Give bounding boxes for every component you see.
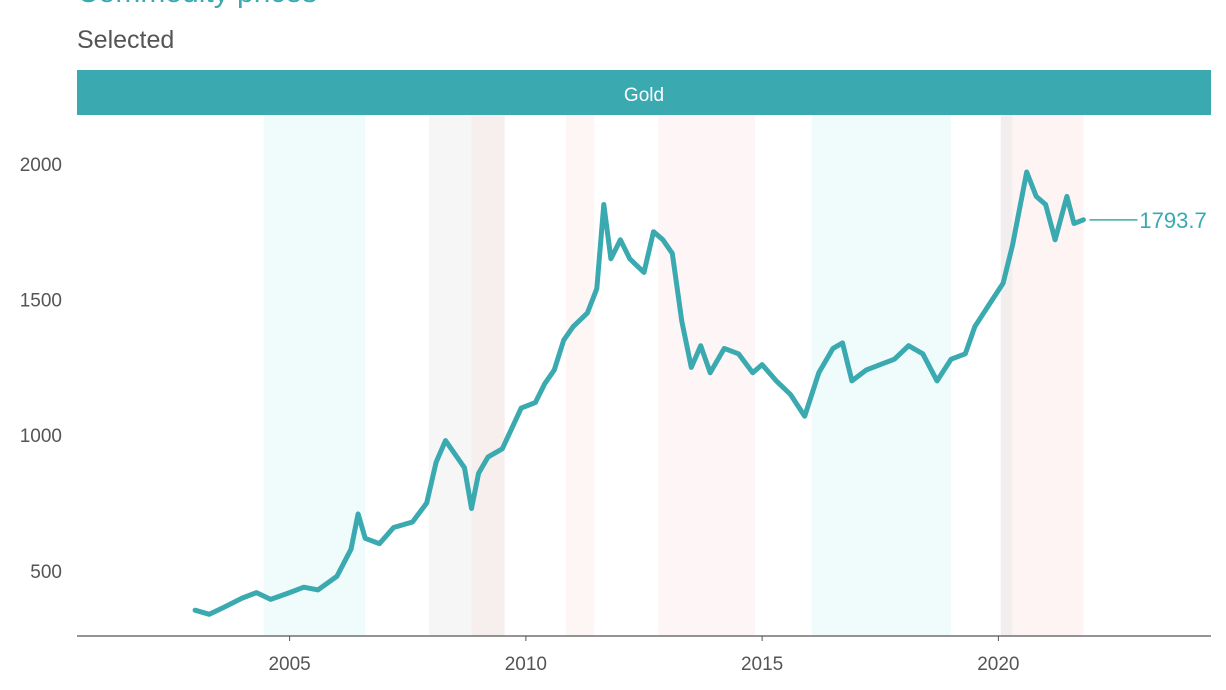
y-axis-ticks: 500 1000 1500 2000 [20, 155, 62, 583]
shaded-period-6 [1000, 115, 1013, 636]
panel-strip-label: Gold [624, 85, 664, 106]
shaded-period-7 [1012, 115, 1084, 636]
y-tick-label: 2000 [20, 155, 62, 176]
x-tick-label: 2010 [505, 654, 547, 675]
y-tick-label: 1000 [20, 426, 62, 447]
shaded-period-0 [263, 115, 366, 636]
x-tick-label: 2005 [268, 654, 310, 675]
shaded-period-2 [471, 115, 505, 636]
shaded-period-1 [429, 115, 472, 636]
shaded-periods [263, 115, 1084, 636]
x-tick-label: 2020 [977, 654, 1019, 675]
y-tick-label: 1500 [20, 291, 62, 312]
x-axis-ticks: 2005 2010 2015 2020 [268, 636, 1020, 675]
shaded-period-3 [566, 115, 595, 636]
chart-subtitle: Selected [77, 26, 175, 54]
shaded-period-5 [811, 115, 952, 636]
panel-strip [77, 70, 1211, 115]
shaded-period-4 [658, 115, 756, 636]
chart-title: Commodity prices [77, 0, 317, 10]
end-value-label: 1793.7 [1139, 208, 1206, 233]
y-tick-label: 500 [30, 562, 62, 583]
x-tick-label: 2015 [741, 654, 783, 675]
series-line-gold [192, 169, 1086, 617]
